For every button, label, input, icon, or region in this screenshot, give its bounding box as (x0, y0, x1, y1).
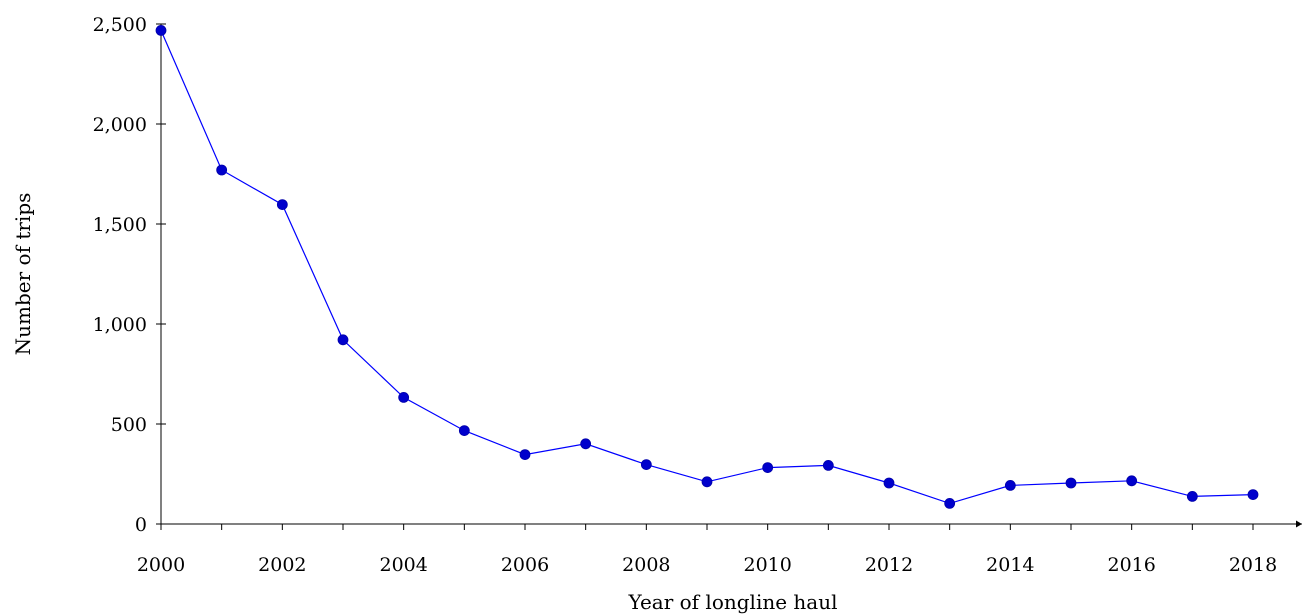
y-tick-label: 2,000 (93, 114, 147, 136)
x-tick-label: 2014 (986, 554, 1034, 576)
x-axis-arrow (1296, 520, 1302, 528)
y-tick-label: 1,000 (93, 314, 147, 336)
x-ticks: 2000 2002 2004 2006 2008 2010 2012 2014 2016 2018 (137, 524, 1277, 576)
x-tick-label: 2016 (1107, 554, 1155, 576)
data-point (458, 425, 470, 437)
data-point (1247, 489, 1259, 501)
data-point (822, 459, 834, 471)
data-point (337, 334, 349, 346)
y-tick-label: 2,500 (93, 14, 147, 36)
y-ticks: 0 500 1,000 1,500 2,000 2,500 (93, 14, 166, 536)
axes (160, 24, 1302, 528)
data-point (944, 497, 956, 509)
data-point (762, 462, 774, 474)
data-point (701, 476, 713, 488)
x-tick-label: 2008 (622, 554, 670, 576)
data-point (519, 449, 531, 461)
data-point (216, 164, 228, 176)
y-axis-title: Number of trips (11, 193, 35, 356)
series-layer (155, 24, 1259, 509)
data-point (276, 199, 288, 211)
data-point (883, 477, 895, 489)
data-point (640, 459, 652, 471)
x-tick-label: 2000 (137, 554, 185, 576)
y-tick-label: 1,500 (93, 214, 147, 236)
x-tick-label: 2004 (379, 554, 427, 576)
data-point (1004, 479, 1016, 491)
x-tick-label: 2018 (1229, 554, 1277, 576)
data-point (1126, 475, 1138, 487)
y-tick-label: 0 (135, 514, 147, 536)
x-tick-label: 2010 (743, 554, 791, 576)
x-tick-label: 2012 (865, 554, 913, 576)
data-point (155, 24, 167, 36)
x-tick-label: 2002 (258, 554, 306, 576)
x-tick-label: 2006 (501, 554, 549, 576)
data-point (1065, 477, 1077, 489)
series-line (160, 30, 1254, 505)
data-point (398, 391, 410, 403)
y-tick-label: 500 (111, 414, 147, 436)
data-point (580, 438, 592, 450)
x-axis-title: Year of longline haul (627, 590, 837, 614)
data-point (1186, 490, 1198, 502)
